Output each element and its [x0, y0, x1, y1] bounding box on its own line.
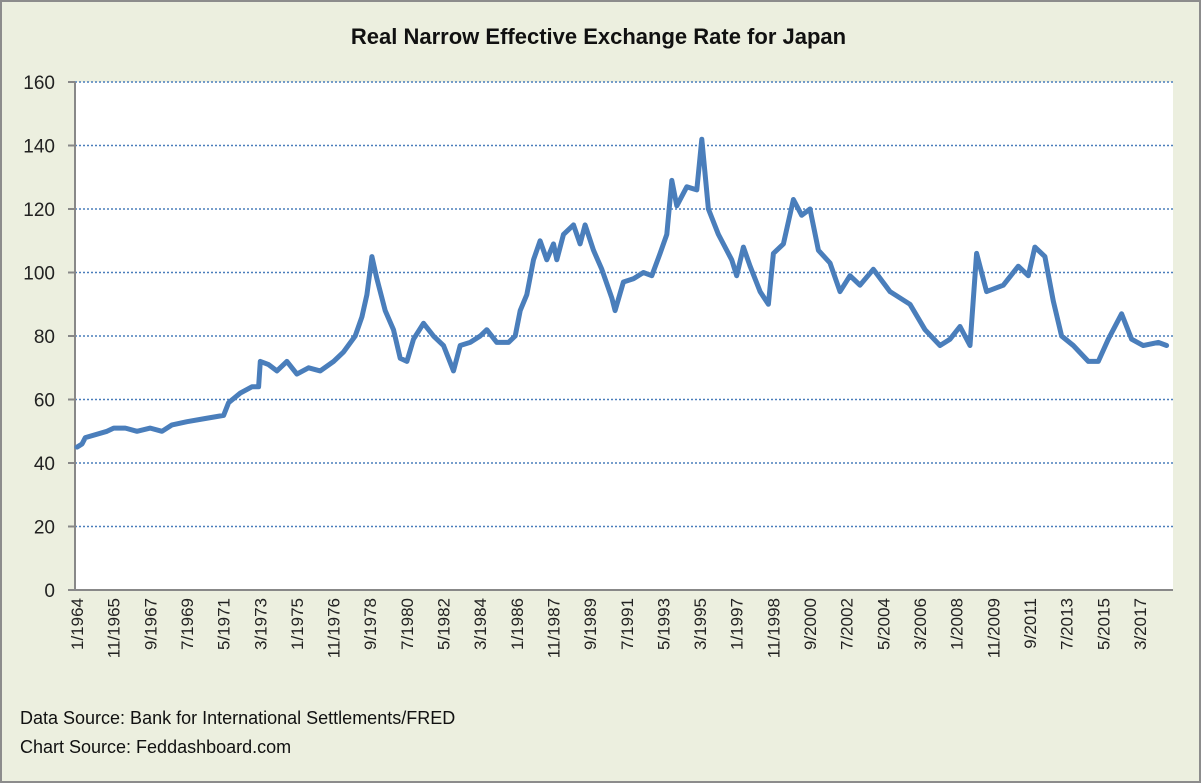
- x-tick-label: 7/1980: [398, 598, 417, 650]
- x-tick-label: 11/1965: [105, 598, 124, 658]
- x-tick-label: 11/1998: [764, 598, 783, 658]
- data-source-note: Data Source: Bank for International Sett…: [20, 708, 456, 728]
- x-tick-label: 3/1984: [471, 598, 490, 650]
- x-tick-label: 9/1989: [581, 598, 600, 650]
- x-tick-label: 9/2011: [1021, 598, 1040, 649]
- y-tick-label: 20: [34, 518, 55, 539]
- x-tick-label: 7/1991: [618, 598, 637, 650]
- x-tick-label: 5/2015: [1094, 598, 1113, 650]
- y-tick-label: 100: [23, 264, 55, 285]
- x-tick-label: 3/1973: [251, 598, 270, 650]
- y-axis-ticks: 0 20 40 60 80 100 120 140 160: [23, 73, 75, 602]
- x-tick-label: 5/2004: [874, 598, 893, 650]
- x-tick-label: 7/2013: [1058, 598, 1077, 650]
- x-tick-label: 3/2017: [1131, 598, 1150, 650]
- x-tick-label: 1/1975: [288, 598, 307, 650]
- x-tick-label: 1/2008: [948, 598, 967, 650]
- x-tick-label: 1/1964: [68, 598, 87, 650]
- y-tick-label: 60: [34, 391, 55, 412]
- gridlines: [75, 81, 1173, 528]
- x-tick-label: 11/1987: [544, 598, 563, 658]
- x-tick-label: 9/1967: [141, 598, 160, 650]
- x-tick-label: 9/2000: [801, 598, 820, 650]
- x-axis-ticks: 1/1964 11/1965 9/1967 7/1969 5/1971 3/1973 1/1…: [68, 598, 1150, 658]
- x-tick-label: 5/1993: [654, 598, 673, 650]
- x-tick-label: 7/1969: [178, 598, 197, 650]
- chart-title: Real Narrow Effective Exchange Rate for …: [350, 24, 847, 49]
- y-tick-label: 40: [34, 454, 55, 475]
- x-tick-label: 1/1986: [508, 598, 527, 650]
- x-tick-label: 3/1995: [691, 598, 710, 650]
- y-tick-label: 80: [34, 327, 55, 348]
- y-tick-label: 140: [23, 137, 55, 158]
- chart-source-note: Chart Source: Feddashboard.com: [20, 737, 292, 757]
- x-tick-label: 11/1976: [325, 598, 344, 658]
- x-tick-label: 1/1997: [728, 598, 747, 650]
- x-tick-label: 5/1982: [435, 598, 454, 650]
- y-tick-label: 0: [44, 581, 55, 602]
- x-tick-label: 7/2002: [838, 598, 857, 650]
- x-tick-label: 5/1971: [215, 598, 234, 650]
- x-tick-label: 9/1978: [361, 598, 380, 650]
- series-layer: [74, 136, 1170, 450]
- x-tick-label: 3/2006: [911, 598, 930, 650]
- x-tick-label: 11/2009: [984, 598, 1003, 658]
- y-tick-label: 160: [23, 73, 55, 94]
- y-tick-label: 120: [23, 200, 55, 221]
